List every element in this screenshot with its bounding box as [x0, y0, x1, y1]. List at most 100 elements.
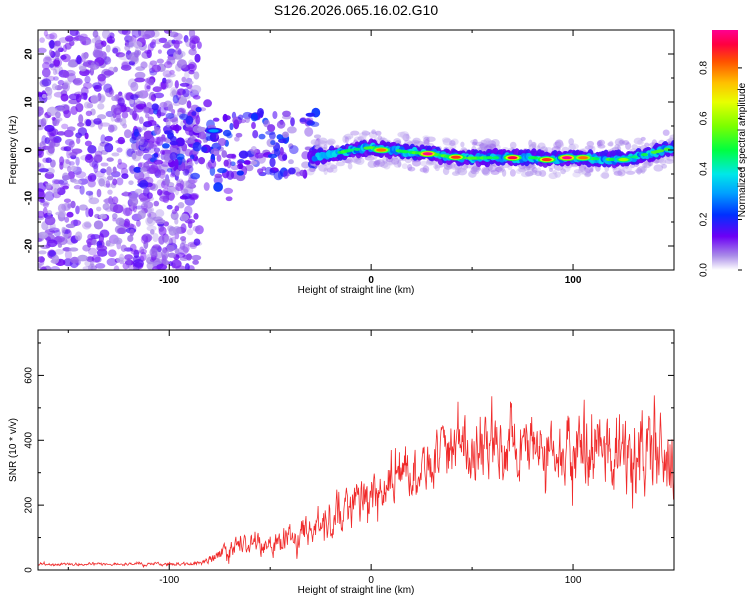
spectrogram-cell — [578, 167, 586, 175]
spectrogram-cell — [192, 95, 201, 100]
spectrogram-cell — [102, 203, 110, 211]
spectrogram-cell — [122, 207, 133, 217]
spectrogram-cell — [520, 171, 531, 178]
spectrogram-cell — [117, 30, 129, 35]
spectrogram-cell — [449, 164, 457, 170]
spectrogram-cell — [64, 216, 70, 223]
spectrogram-cell — [382, 156, 389, 164]
spectrogram-cell — [113, 107, 122, 115]
spectrogram-cell — [131, 30, 142, 38]
spectrogram-cell — [207, 159, 217, 169]
spectrogram-cell — [598, 139, 606, 146]
spectrogram-cell — [48, 250, 56, 257]
spectrogram-cell — [618, 158, 629, 162]
spectrogram-cell — [529, 162, 535, 171]
spectrogram-cell — [634, 169, 644, 174]
spectrogram-cell — [38, 106, 44, 116]
spectrogram-cell — [669, 134, 674, 140]
spectrogram-cell — [61, 82, 69, 90]
spectrogram-cell — [470, 167, 477, 175]
spectrogram-cell — [62, 44, 68, 53]
spectrogram-cell — [350, 130, 360, 136]
spectrogram-cell — [526, 163, 537, 170]
spectrogram-cell — [213, 175, 223, 185]
spectrogram-cell — [65, 223, 76, 229]
spectrogram-cell — [116, 162, 128, 170]
spectrogram-cell — [448, 142, 457, 150]
spectrogram-cell — [116, 227, 126, 234]
spectrogram-cell — [68, 161, 75, 166]
spectrogram-cell — [289, 145, 299, 155]
spectrogram-cell — [562, 156, 572, 160]
spectrogram-cell — [429, 160, 437, 165]
spectrogram-cell — [470, 139, 478, 144]
spectrogram-cell — [237, 114, 244, 120]
spectrogram-cell — [40, 197, 46, 204]
spectrogram-cell — [39, 266, 47, 270]
spectrogram-cell — [146, 85, 151, 90]
spectrogram-cell — [44, 54, 51, 64]
spectrogram-cell — [161, 249, 170, 259]
spectrogram-cell — [153, 258, 163, 265]
spectrogram-cell — [450, 138, 459, 146]
spectrogram-cell — [176, 59, 187, 69]
spectrogram-cell — [373, 160, 380, 168]
spectrogram-cell — [191, 37, 199, 45]
spectrogram-cell — [53, 138, 60, 148]
spectrogram-cell — [153, 159, 164, 165]
spectrogram-cell — [625, 142, 632, 150]
spectrogram-cell — [159, 80, 169, 90]
spectrogram-cell — [313, 134, 322, 139]
spectrogram-cell — [44, 215, 56, 226]
spectrogram-cell — [169, 135, 177, 142]
spectrogram-cell — [83, 101, 91, 109]
spectrogram-cell — [159, 136, 167, 142]
spectrogram-cell — [194, 53, 201, 63]
spectrogram-cell — [622, 140, 630, 146]
snr-series-line — [38, 395, 674, 568]
spectrogram-cell — [186, 100, 192, 109]
spectrogram-x-tick-label: 0 — [368, 275, 374, 286]
spectrogram-cell — [128, 35, 134, 43]
spectrogram-cell — [361, 130, 371, 136]
spectrogram-cell — [221, 150, 228, 158]
spectrogram-cell — [637, 165, 647, 173]
spectrogram-cell — [134, 170, 145, 181]
spectrogram-cell — [412, 137, 421, 144]
spectrogram-cell — [392, 156, 402, 162]
spectrogram-cell — [191, 254, 202, 261]
spectrogram-cell — [91, 37, 101, 44]
spectrogram-cell — [181, 76, 187, 83]
spectrogram-cell — [174, 248, 180, 254]
spectrogram-cell — [61, 123, 69, 130]
spectrogram-cell — [252, 129, 259, 139]
spectrogram-cell — [66, 211, 74, 218]
spectrogram-cell — [534, 170, 542, 177]
spectrogram-cell — [190, 84, 202, 94]
spectrogram-cell — [231, 153, 237, 160]
spectrogram-cell — [442, 167, 450, 176]
spectrogram-cell — [578, 156, 589, 160]
spectrogram-cell — [112, 47, 119, 54]
spectrogram-cell — [158, 37, 168, 43]
spectrogram-cell — [42, 61, 51, 70]
spectrogram-cell — [98, 50, 107, 59]
spectrogram-cell — [128, 180, 134, 186]
spectrogram-cell — [556, 141, 565, 149]
spectrogram-cell — [640, 166, 646, 174]
spectrogram-cell — [482, 139, 492, 145]
spectrogram-cell — [41, 67, 51, 78]
spectrogram-cell — [173, 32, 183, 41]
spectrogram-cell — [460, 141, 465, 148]
spectrogram-cell — [213, 182, 223, 192]
spectrogram-cell — [189, 194, 199, 201]
spectrogram-cell — [111, 95, 117, 101]
spectrogram-cell — [657, 149, 665, 153]
spectrogram-cell — [60, 93, 69, 102]
spectrogram-cell — [108, 249, 117, 258]
spectrogram-cell — [193, 238, 201, 246]
spectrogram-cell — [326, 138, 336, 145]
spectrogram-cell — [347, 148, 354, 152]
spectrogram-cell — [490, 169, 500, 175]
spectrogram-cell — [120, 244, 127, 252]
